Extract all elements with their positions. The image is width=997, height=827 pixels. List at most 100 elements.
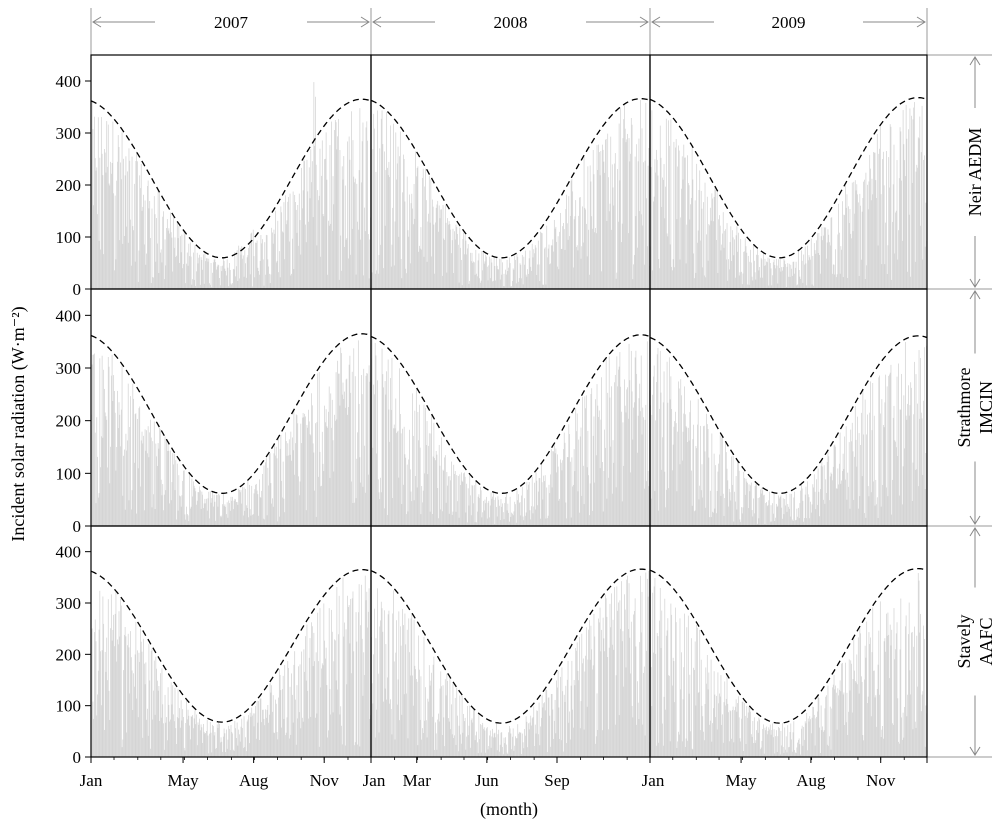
daily-bar <box>360 482 362 526</box>
daily-bar <box>272 695 274 757</box>
daily-bar <box>497 734 499 757</box>
daily-bar <box>136 698 138 757</box>
daily-bar <box>117 639 118 757</box>
daily-bar <box>534 724 536 757</box>
daily-bar <box>275 446 277 526</box>
daily-bar <box>860 412 862 526</box>
daily-bar <box>428 175 430 289</box>
daily-bar <box>557 687 558 757</box>
daily-bar <box>569 711 570 757</box>
daily-bar <box>719 696 721 757</box>
daily-bar <box>819 727 820 757</box>
daily-bar <box>131 490 133 526</box>
daily-bar <box>884 638 886 757</box>
daily-bar <box>388 409 390 526</box>
daily-bar <box>400 645 402 757</box>
daily-bar <box>774 753 776 757</box>
daily-bar <box>417 166 419 289</box>
daily-bar <box>725 229 726 289</box>
daily-bar <box>747 507 749 526</box>
daily-bar <box>823 730 825 757</box>
daily-bar <box>170 212 171 289</box>
daily-bar <box>232 749 234 757</box>
daily-bar <box>869 643 871 757</box>
daily-bar <box>783 257 785 289</box>
daily-bar <box>749 491 751 526</box>
daily-bar <box>888 634 890 757</box>
daily-bar <box>673 141 675 289</box>
daily-bar <box>419 719 421 757</box>
daily-bar <box>167 230 169 289</box>
daily-bar <box>565 502 567 526</box>
daily-bar <box>867 184 868 289</box>
daily-bar <box>446 471 448 526</box>
daily-bar <box>613 462 615 526</box>
daily-bar <box>291 673 292 757</box>
daily-bar <box>199 284 201 289</box>
daily-bar <box>570 685 572 757</box>
daily-bar <box>819 254 820 289</box>
daily-bar <box>494 265 496 289</box>
daily-bar <box>419 248 421 289</box>
daily-bar <box>692 179 694 289</box>
daily-bar <box>223 728 225 757</box>
daily-bar <box>317 612 319 757</box>
daily-bar <box>344 745 346 757</box>
daily-bar <box>338 373 339 526</box>
daily-bar <box>701 464 703 526</box>
daily-bar <box>628 138 630 289</box>
daily-bar <box>739 519 741 526</box>
daily-bar <box>133 230 134 289</box>
daily-bar <box>493 257 495 289</box>
daily-bar <box>361 584 362 757</box>
daily-bar <box>611 593 612 757</box>
daily-bar <box>802 745 804 757</box>
daily-bar <box>460 259 462 289</box>
daily-bar <box>124 627 126 757</box>
daily-bar <box>256 700 258 757</box>
daily-bar <box>813 243 815 289</box>
daily-bar <box>144 200 146 289</box>
daily-bar <box>266 515 268 526</box>
daily-bar <box>187 515 189 526</box>
daily-bar <box>756 254 758 289</box>
daily-bar <box>207 261 209 289</box>
daily-bar <box>489 256 490 289</box>
daily-bar <box>207 735 209 757</box>
x-tick-label: Aug <box>796 771 826 790</box>
daily-bar <box>633 255 635 289</box>
daily-bar <box>467 488 469 526</box>
daily-bar <box>645 404 647 526</box>
daily-bar <box>390 709 392 757</box>
daily-bar <box>560 740 562 757</box>
daily-bar <box>788 508 790 526</box>
daily-bar <box>565 685 567 757</box>
daily-bar <box>411 613 413 757</box>
daily-bar <box>864 679 865 757</box>
daily-bar <box>273 732 275 757</box>
daily-bar <box>438 231 439 289</box>
daily-bar <box>743 750 745 757</box>
daily-bar <box>180 700 182 757</box>
daily-bar <box>816 240 817 289</box>
daily-bar <box>319 608 321 757</box>
daily-bar <box>780 730 782 757</box>
daily-bar <box>602 617 604 757</box>
daily-bar <box>262 518 264 526</box>
y-tick-label: 400 <box>56 543 82 562</box>
daily-bar <box>830 217 832 289</box>
daily-bar <box>824 227 826 289</box>
daily-bar <box>640 100 641 290</box>
daily-bar <box>854 180 856 289</box>
daily-bar <box>291 694 293 757</box>
daily-bar <box>158 448 160 526</box>
daily-bar <box>283 718 285 757</box>
daily-bar <box>560 462 562 526</box>
daily-bar <box>482 512 484 526</box>
daily-bar <box>354 178 356 289</box>
daily-bar <box>99 157 101 289</box>
daily-bar <box>832 466 834 526</box>
daily-bar <box>464 476 466 526</box>
daily-bar <box>727 703 729 757</box>
daily-bar <box>803 521 805 526</box>
